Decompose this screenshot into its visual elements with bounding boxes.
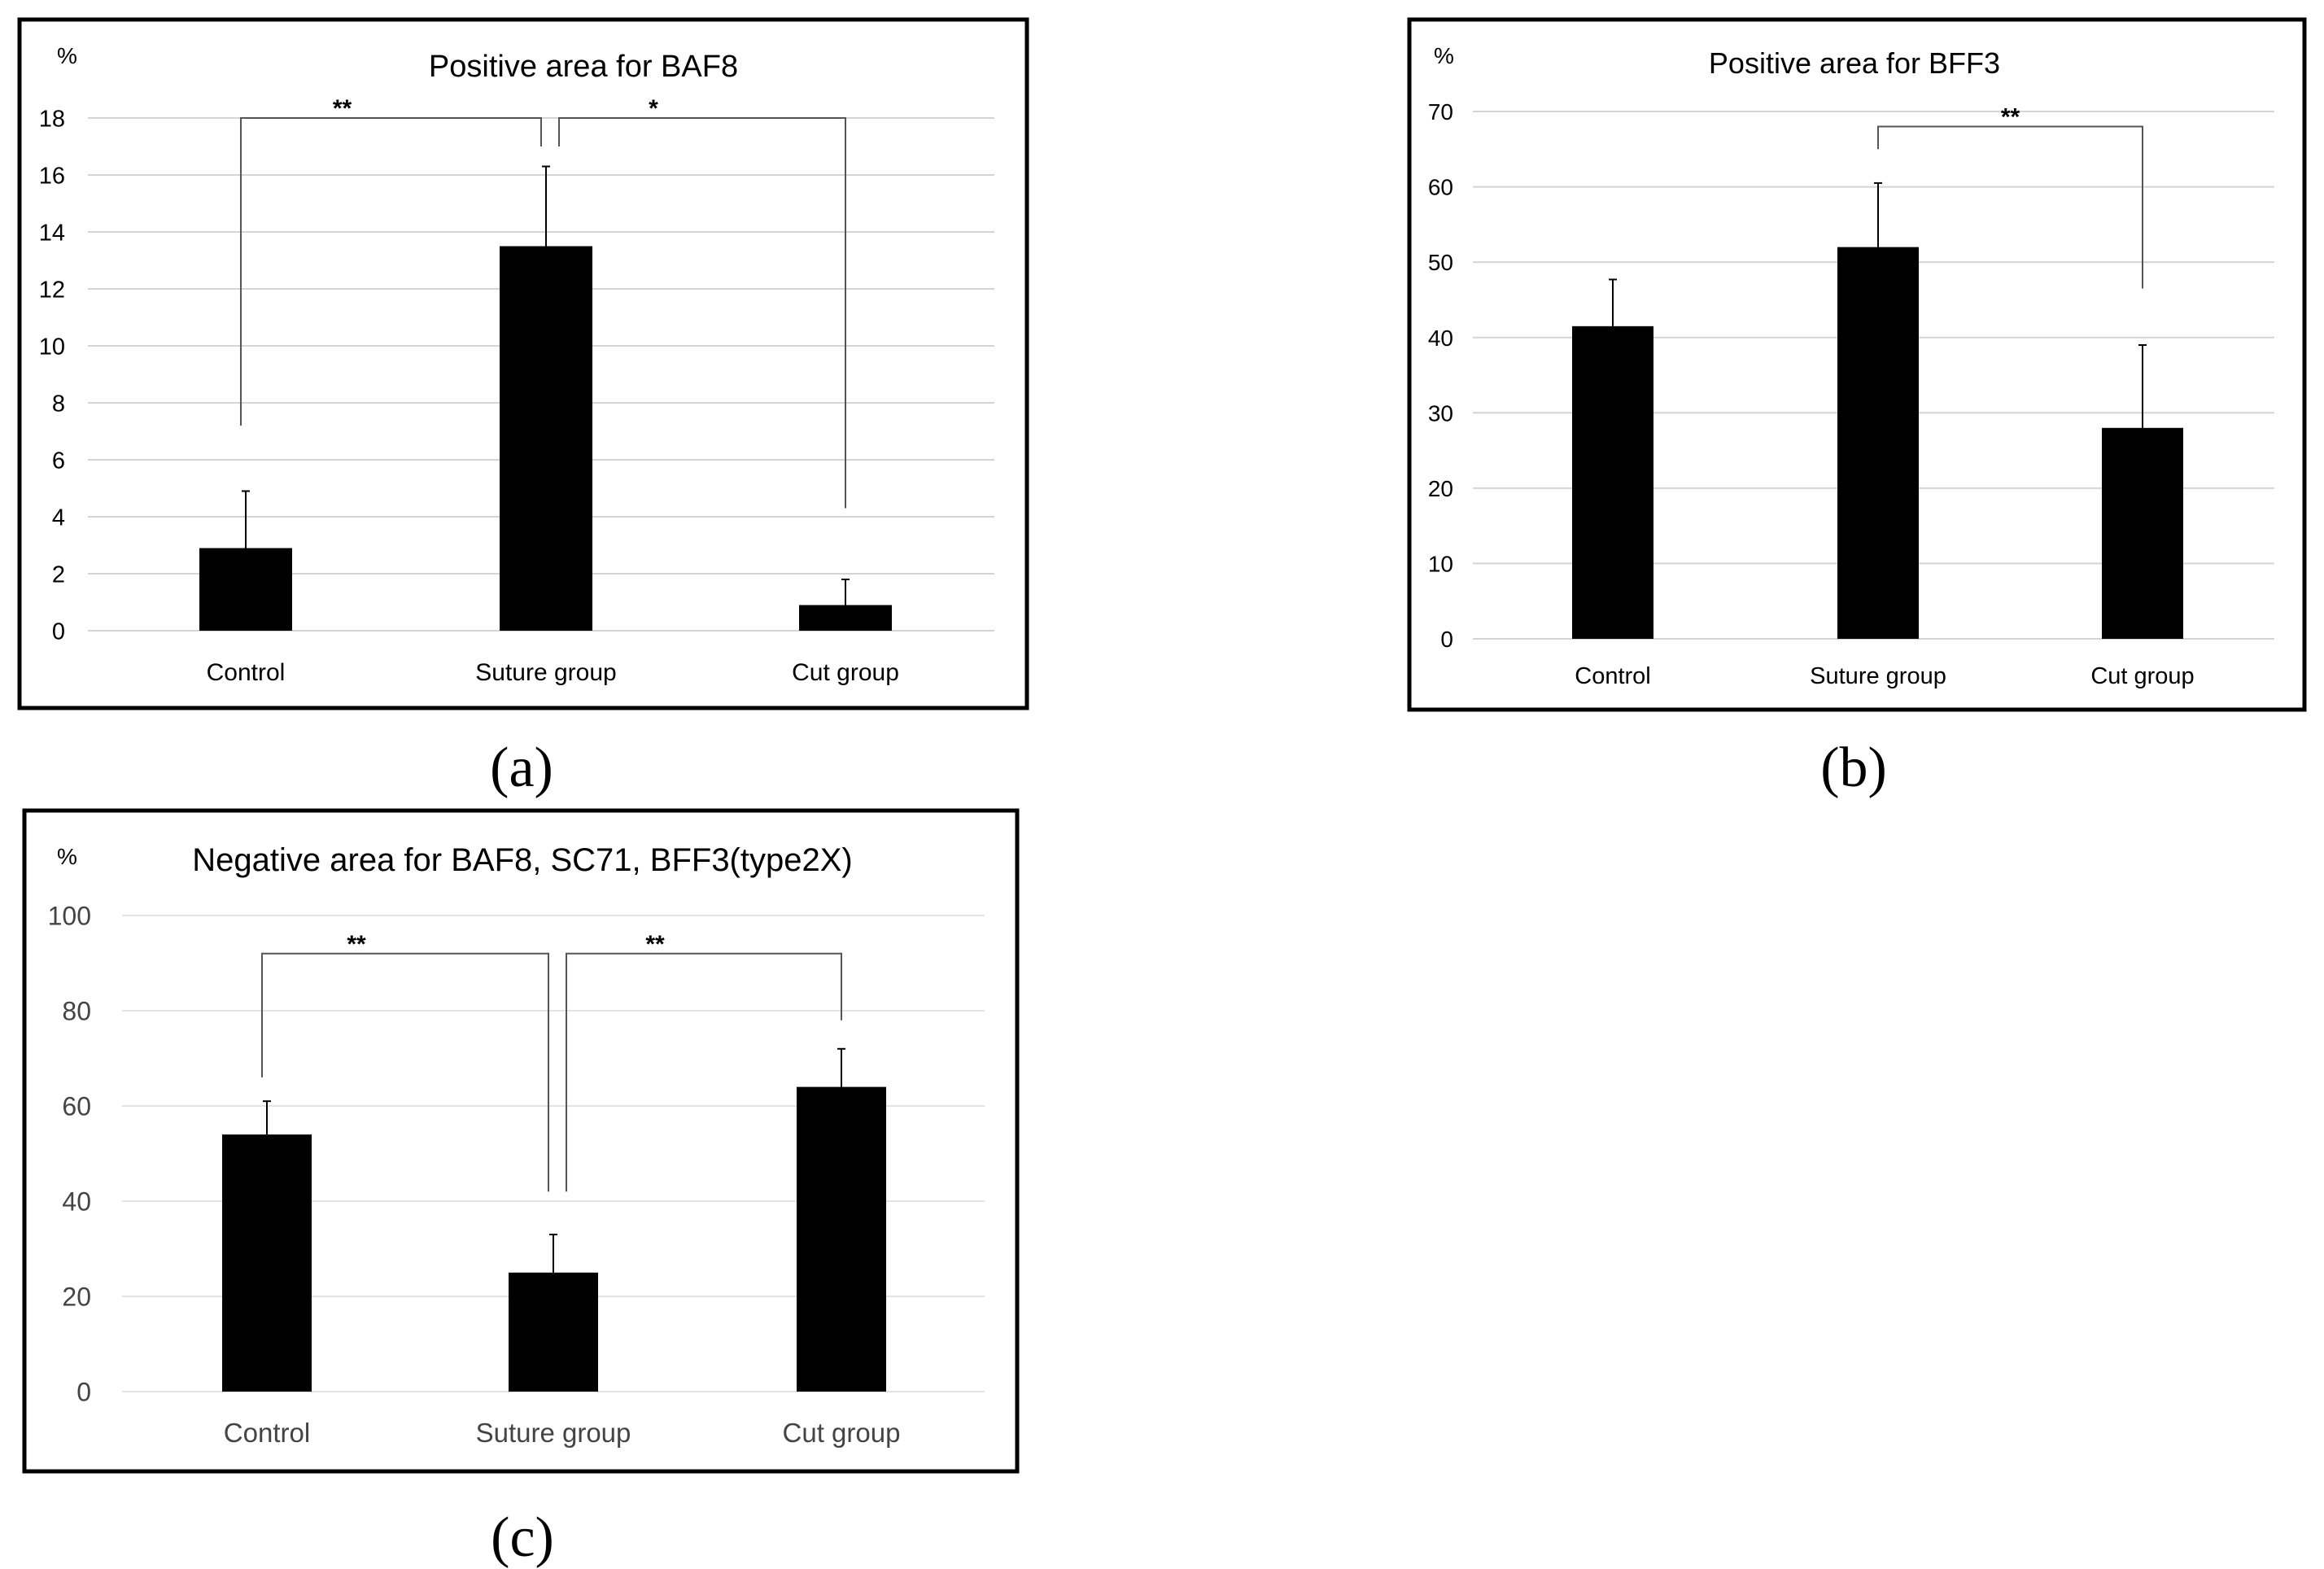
y-tick-label: 0: [52, 618, 65, 645]
y-tick-label: 12: [39, 277, 65, 303]
significance-label: **: [2001, 104, 2020, 131]
y-tick-label: 60: [1428, 175, 1453, 200]
y-tick-label: 30: [1428, 400, 1453, 426]
x-category-label: Cut group: [792, 659, 899, 686]
y-tick-label: 10: [1428, 552, 1453, 577]
panel-a-title: Positive area for BAF8: [429, 50, 738, 84]
y-tick-label: 0: [1440, 627, 1453, 652]
y-tick-label: 8: [52, 391, 65, 417]
bar: [797, 1086, 886, 1392]
panel-c-letter: (c): [491, 1506, 554, 1569]
panel-b: Positive area for BFF3 % 0 10 20 30 40 50 60 70…: [1407, 17, 2307, 799]
panel-a-plot: 0 2 4 6 8 10 12 14 16 18 Control Suture group Cut gr…: [39, 95, 994, 686]
significance-label: **: [347, 931, 366, 958]
y-tick-label: 50: [1428, 250, 1453, 275]
panel-c-unit-label: %: [57, 844, 77, 869]
panel-c: Negative area for BAF8, SC71, BFF3(type2…: [22, 808, 1020, 1569]
significance-bracket: [261, 952, 549, 1192]
panel-a: Positive area for BAF8 % 0 2 4 6 8 10 12 14 16 18…: [17, 17, 1029, 799]
y-tick-label: 40: [62, 1187, 91, 1217]
y-tick-label: 2: [52, 562, 65, 588]
y-tick-label: 20: [62, 1283, 91, 1312]
x-category-label: Suture group: [475, 659, 616, 686]
significance-label: **: [333, 95, 352, 122]
bar: [199, 548, 292, 631]
y-tick-label: 10: [39, 334, 65, 360]
y-tick-label: 4: [52, 505, 65, 531]
x-category-label: Cut group: [2090, 663, 2194, 689]
y-tick-label: 70: [1428, 99, 1453, 125]
x-category-label: Control: [207, 659, 286, 686]
panel-b-plot: 0 10 20 30 40 50 60 70 Control Suture group Cut gr…: [1428, 99, 2274, 689]
significance-bracket: [1877, 125, 2143, 289]
y-tick-label: 40: [1428, 326, 1453, 351]
y-tick-label: 0: [76, 1378, 91, 1407]
x-category-label: Suture group: [1810, 663, 1946, 689]
bar: [509, 1272, 598, 1392]
panel-a-unit-label: %: [57, 43, 77, 68]
x-category-label: Cut group: [783, 1418, 901, 1448]
y-tick-label: 20: [1428, 476, 1453, 501]
significance-label: *: [649, 95, 658, 122]
bar: [2102, 427, 2183, 639]
bar: [222, 1134, 312, 1392]
significance-bracket: [566, 952, 842, 1192]
significance-label: **: [645, 931, 665, 958]
panel-b-title: Positive area for BFF3: [1709, 46, 2000, 80]
significance-bracket: [240, 117, 542, 426]
bar: [799, 605, 892, 631]
bar: [500, 246, 592, 631]
panel-c-title: Negative area for BAF8, SC71, BFF3(type2…: [192, 842, 852, 878]
y-tick-label: 80: [62, 997, 91, 1026]
panel-b-unit-label: %: [1434, 43, 1454, 68]
bar: [1837, 247, 1919, 639]
y-tick-label: 18: [39, 106, 65, 132]
y-tick-label: 6: [52, 448, 65, 474]
y-tick-label: 60: [62, 1092, 91, 1121]
y-tick-label: 16: [39, 163, 65, 189]
x-category-label: Control: [1575, 663, 1651, 689]
x-category-label: Control: [224, 1418, 310, 1448]
panel-a-letter: (a): [490, 736, 553, 799]
panel-b-letter: (b): [1820, 736, 1887, 799]
x-category-label: Suture group: [476, 1418, 631, 1448]
y-tick-label: 14: [39, 220, 65, 246]
significance-bracket: [558, 117, 846, 509]
panel-c-plot: 0 20 40 60 80 100 Control Suture group Cut group…: [48, 902, 985, 1448]
bar: [1572, 326, 1653, 639]
y-tick-label: 100: [48, 902, 91, 931]
